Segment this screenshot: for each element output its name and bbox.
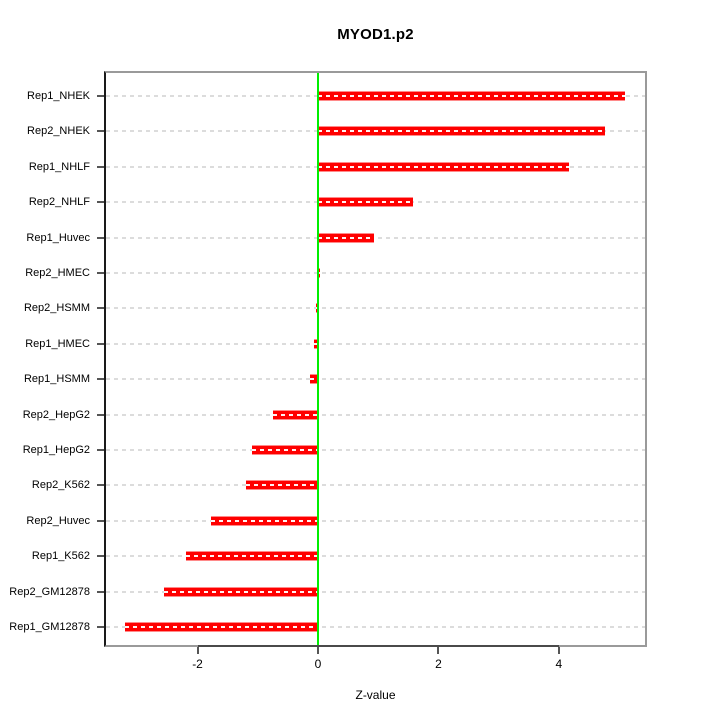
y-tick (97, 236, 104, 239)
y-axis-label: Rep1_K562 (31, 550, 90, 563)
bar-grid-dash (309, 378, 318, 381)
y-tick (97, 378, 104, 381)
bar-grid-dash (317, 201, 414, 204)
y-axis-label: Rep2_GM12878 (9, 585, 90, 598)
y-tick (97, 519, 104, 522)
bar (317, 232, 374, 243)
gridline (106, 342, 645, 345)
x-tick-label: 4 (555, 657, 563, 671)
y-tick (97, 449, 104, 451)
gridline (106, 555, 645, 558)
x-axis-line (197, 645, 559, 647)
y-axis-label: Rep1_HMEC (25, 337, 90, 350)
bar (317, 126, 606, 137)
bar (272, 409, 318, 420)
bar (314, 338, 318, 349)
x-tick (316, 647, 319, 654)
bar (186, 551, 318, 562)
y-tick (97, 590, 104, 593)
y-axis-label: Rep2_HSMM (23, 302, 90, 315)
bar (309, 374, 318, 385)
x-axis-title: Z-value (355, 688, 396, 702)
bar (210, 515, 318, 526)
y-tick (97, 130, 104, 133)
gridline (106, 626, 645, 628)
y-tick (97, 555, 104, 558)
y-axis-label: Rep1_HepG2 (22, 444, 90, 456)
y-axis-label: Rep2_NHLF (28, 196, 90, 209)
gridline (106, 307, 645, 310)
y-axis-label: Rep2_K562 (31, 479, 90, 492)
x-tick-label: 0 (314, 657, 322, 671)
bar (251, 445, 318, 455)
chart-title: MYOD1.p2 (337, 26, 414, 43)
x-tick (437, 647, 440, 654)
bar-grid-dash (124, 626, 318, 628)
zero-line (316, 73, 319, 645)
bar-grid-dash (210, 519, 318, 522)
bar-grid-dash (186, 555, 318, 558)
y-axis-label: Rep1_NHLF (28, 160, 90, 173)
gridline (106, 590, 645, 593)
gridline (106, 519, 645, 522)
x-tick-label: -2 (192, 657, 203, 671)
y-axis-label: Rep1_GM12878 (9, 621, 90, 633)
bar-grid-dash (317, 236, 374, 239)
y-axis-label: Rep2_NHEK (27, 125, 90, 138)
y-tick (97, 165, 104, 168)
gridline (106, 413, 645, 416)
bar-grid-dash (317, 130, 606, 133)
bar-grid-dash (317, 95, 626, 97)
y-tick (97, 342, 104, 345)
bar-grid-dash (251, 449, 318, 451)
x-tick (196, 647, 199, 654)
gridline (106, 484, 645, 487)
y-tick (97, 272, 104, 274)
y-axis-label: Rep2_Huvec (26, 514, 90, 527)
y-tick (97, 413, 104, 416)
y-tick (97, 484, 104, 487)
gridline (106, 236, 645, 239)
bar-grid-dash (317, 165, 570, 168)
x-tick-label: 2 (435, 657, 442, 671)
bar-grid-dash (246, 484, 318, 487)
plot-area (104, 71, 647, 647)
bar-grid-dash (314, 342, 318, 345)
y-tick (97, 307, 104, 310)
gridline (106, 449, 645, 451)
y-axis-label: Rep2_HepG2 (22, 408, 90, 421)
bar (124, 622, 318, 632)
y-tick (97, 201, 104, 204)
gridline (106, 378, 645, 381)
bar-grid-dash (163, 590, 318, 593)
bar (317, 161, 570, 172)
y-axis-label: Rep1_Huvec (26, 231, 90, 244)
y-axis-label: Rep1_NHEK (27, 90, 90, 102)
y-tick (97, 626, 104, 628)
y-axis-label: Rep2_HMEC (25, 267, 90, 279)
bar (246, 480, 318, 491)
gridline (106, 272, 645, 274)
y-tick (97, 95, 104, 97)
bar (163, 586, 318, 597)
bar (317, 91, 626, 101)
bar-grid-dash (272, 413, 318, 416)
bar (317, 197, 414, 208)
x-tick (557, 647, 560, 654)
y-axis-label: Rep1_HSMM (23, 373, 90, 386)
